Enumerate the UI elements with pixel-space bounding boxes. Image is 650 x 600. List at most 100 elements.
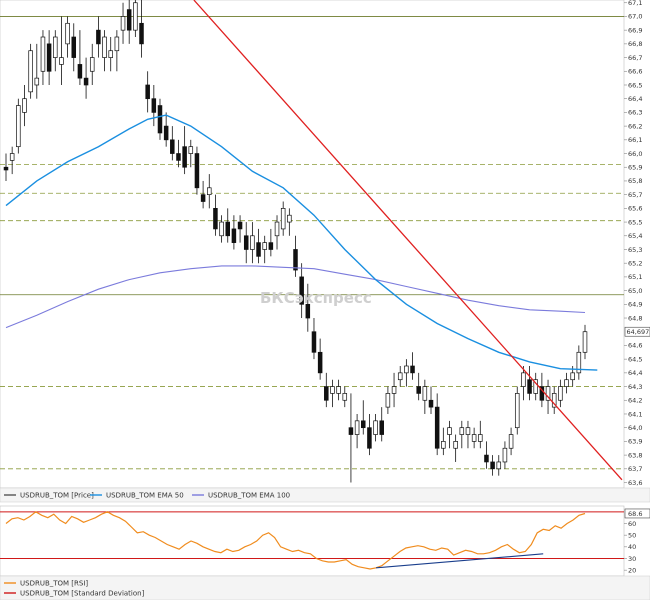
candle-down [360, 420, 366, 429]
rsi-plot-border [0, 505, 625, 577]
candle-down [311, 331, 317, 353]
watermark: БКСэкспресс [260, 289, 372, 307]
candle-up [89, 57, 95, 72]
candle-down [96, 29, 101, 45]
candle-down [268, 242, 274, 250]
rsi-divergence-line [376, 553, 544, 569]
candle-down [324, 386, 329, 401]
candle-down [527, 379, 532, 394]
candle-up [545, 386, 551, 401]
candle-up [219, 221, 224, 237]
candle-down [3, 166, 9, 171]
price-tick-label: 66,3 [628, 109, 642, 117]
trend-line [193, 0, 623, 481]
candle-up [582, 331, 588, 353]
candle-down [367, 427, 372, 449]
price-tick-label: 66,7 [628, 54, 642, 62]
candle-up [391, 386, 397, 394]
candle-up [342, 393, 348, 401]
candle-down [539, 386, 545, 401]
indicator-legend: USDRUB_TOM [RSI] USDRUB_TOM [Standard Dev… [4, 580, 145, 598]
candle-up [465, 427, 471, 435]
candle-up [207, 187, 212, 196]
rsi-current-label: 68.6 [628, 510, 642, 518]
ema100-line [5, 265, 586, 329]
price-tick-label: 64,2 [628, 397, 642, 405]
candle-up [274, 221, 280, 237]
price-tick-label: 64,6 [628, 342, 642, 350]
candle-up [397, 372, 403, 381]
candle-up [441, 441, 446, 449]
price-tick-label: 66,4 [628, 95, 642, 103]
legend-entry: USDRUB_TOM [Price] [20, 492, 94, 500]
candle-up [250, 235, 255, 250]
candle-down [194, 153, 200, 189]
price-tick-label: 66,0 [628, 150, 642, 158]
price-tick-label: 64,9 [628, 301, 642, 309]
price-tick-label: 65,2 [628, 259, 642, 267]
candle-down [237, 221, 243, 230]
candle-down [157, 105, 163, 134]
current-price-label: 64,6975 [627, 328, 650, 336]
candle-down [299, 276, 304, 305]
candle-up [16, 105, 21, 148]
candle-up [502, 447, 508, 463]
rsi-level-lines [0, 511, 624, 559]
candle-up [280, 208, 286, 230]
candle-up [521, 372, 526, 387]
candle-up [133, 2, 138, 31]
rsi-tick-label: 50 [628, 531, 636, 539]
candle-down [200, 194, 206, 202]
price-legend: USDRUB_TOM [Price] USDRUB_TOM EMA 50 USDRU… [4, 492, 290, 500]
candle-up [354, 420, 360, 435]
candle-up [564, 379, 569, 387]
candle-up [447, 427, 452, 435]
rsi-tick-label: 40 [628, 543, 636, 551]
candle-up [558, 386, 563, 401]
candle-down [490, 461, 495, 470]
price-tick-label: 64,8 [628, 314, 642, 322]
candle-up [373, 420, 378, 435]
candle-down [317, 351, 323, 374]
candle-down [293, 249, 298, 271]
candle-up [459, 427, 465, 435]
candle-down [126, 9, 132, 31]
price-tick-label: 64,4 [628, 369, 642, 377]
price-tick-label: 64,0 [628, 424, 642, 432]
candle-up [471, 434, 477, 442]
candle-down [170, 139, 175, 154]
price-plot-border [0, 0, 625, 489]
price-tick-label: 63,8 [628, 451, 642, 459]
candle-down [182, 146, 187, 168]
candle-up [34, 77, 40, 86]
ema50-line [5, 114, 598, 371]
rsi-tick-label: 30 [628, 555, 636, 563]
price-tick-label: 66,2 [628, 122, 642, 130]
candle-up [28, 50, 33, 93]
candle-up [478, 434, 483, 442]
rsi-axis: 20 30 40 50 60 68.6 [624, 508, 650, 574]
price-tick-label: 65,9 [628, 164, 642, 172]
candle-up [496, 461, 502, 470]
candle-down [151, 98, 157, 113]
candle-down [348, 427, 354, 435]
candle-up [114, 36, 120, 52]
candle-down [176, 153, 181, 161]
candle-up [576, 351, 582, 374]
price-tick-label: 65,5 [628, 218, 642, 226]
candle-down [410, 365, 415, 374]
price-tick-label: 64,3 [628, 383, 642, 391]
indicator-legend-bar [0, 575, 650, 600]
candle-up [336, 386, 341, 394]
price-tick-label: 66,9 [628, 26, 642, 34]
candle-down [83, 77, 89, 86]
candle-down [77, 64, 83, 79]
candle-up [330, 386, 335, 394]
price-horizontal-lines [0, 16, 624, 470]
candle-down [484, 454, 489, 463]
candle-down [416, 386, 421, 394]
candle-up [53, 36, 58, 58]
candle-up [22, 98, 27, 113]
candle-up [422, 386, 428, 401]
candle-up [533, 379, 538, 394]
